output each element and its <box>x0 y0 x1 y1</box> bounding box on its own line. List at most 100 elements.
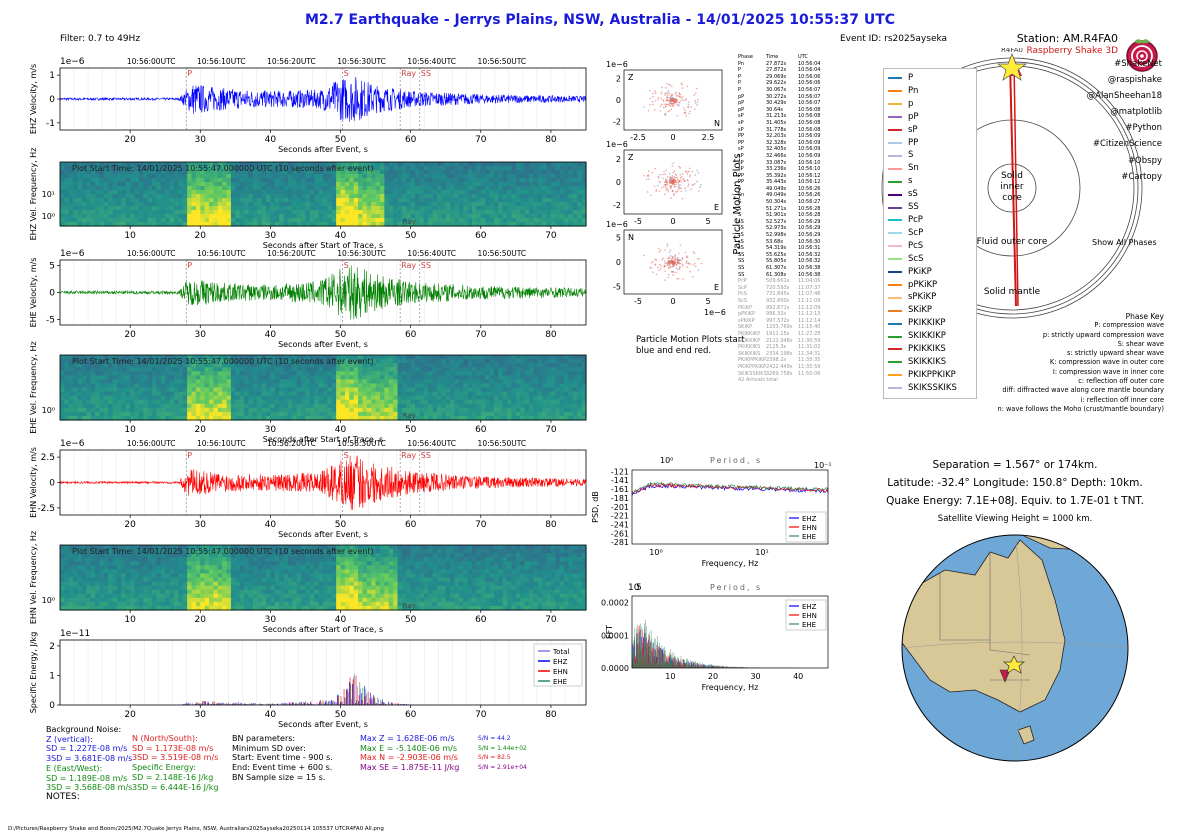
spectrogram-cell <box>160 573 166 579</box>
spectrogram-cell <box>292 569 298 575</box>
spectrogram-cell <box>349 371 355 376</box>
spectrogram-cell <box>349 399 355 405</box>
spectrogram-cell <box>515 182 521 187</box>
spectrogram-cell <box>323 206 328 211</box>
spectrogram-cell <box>165 186 171 191</box>
spectrogram-cell <box>244 403 250 409</box>
spectrogram-cell <box>472 170 478 175</box>
spectrogram-cell <box>349 210 355 215</box>
spectrogram-cell <box>581 383 587 389</box>
spectrogram-cell <box>121 399 127 405</box>
spectrogram-cell <box>257 182 263 187</box>
spectrogram-cell <box>568 379 574 385</box>
spectrogram-cell <box>568 383 574 389</box>
spectrogram-cell <box>581 170 587 175</box>
spectrogram-cell <box>458 355 464 360</box>
spectrogram-cell <box>515 359 521 364</box>
x-tick-label: 40 <box>265 135 277 145</box>
spectrogram-cell <box>99 585 105 591</box>
spectrogram-cell <box>327 218 333 223</box>
spectrogram-cell <box>314 375 320 380</box>
spectrogram-cell <box>349 162 355 167</box>
spectrogram-cell <box>77 202 83 207</box>
spectrogram-cell <box>432 379 438 385</box>
spectrogram-cell <box>108 182 114 187</box>
spectrogram-cell <box>138 549 144 554</box>
spectrogram-cell <box>393 202 399 207</box>
spectrogram-cell <box>217 557 223 562</box>
spectrogram-cell <box>410 198 416 203</box>
spectrogram-cell <box>441 170 447 175</box>
spectrogram-cell <box>239 210 245 215</box>
spectrogram-cell <box>283 174 289 179</box>
spectrogram-cell <box>572 367 578 372</box>
spectrogram-cell <box>415 391 421 397</box>
spectrogram-cell <box>95 210 101 215</box>
spectrogram-cell <box>187 569 193 575</box>
spectrogram-cell <box>222 597 228 603</box>
spectrogram-cell <box>130 359 136 364</box>
spectrogram-cell <box>314 222 320 227</box>
spectrogram-cell <box>410 387 416 393</box>
spectrogram-cell <box>397 355 403 360</box>
spectrogram-cell <box>577 210 583 215</box>
spectrogram-cell <box>388 395 394 401</box>
spectrogram-cell <box>147 166 153 171</box>
spectrogram-cell <box>463 391 469 397</box>
spectrogram-cell <box>379 174 385 179</box>
spectrogram-cell <box>99 411 105 417</box>
spectrogram-cell <box>73 403 79 409</box>
spectrogram-cell <box>472 399 478 405</box>
spectrogram-cell <box>112 553 118 558</box>
spectrogram-cell <box>296 178 302 183</box>
spectrogram-cell <box>261 553 267 558</box>
spectrogram-cell <box>86 182 92 187</box>
spectrogram-cell <box>81 178 87 183</box>
spectrogram-cell <box>160 545 166 550</box>
spectrogram-cell <box>419 415 425 421</box>
spectrogram-cell <box>213 379 219 385</box>
spectrogram-cell <box>450 387 456 393</box>
spectrogram-cell <box>507 206 513 211</box>
spectrogram-cell <box>441 371 447 376</box>
spectrogram-cell <box>515 170 521 175</box>
spectrogram-cell <box>235 379 241 385</box>
spectrogram-cell <box>195 387 201 393</box>
spectrogram-cell <box>103 202 109 207</box>
spectrogram-cell <box>191 601 197 607</box>
spectrogram-cell <box>86 383 92 389</box>
spectrogram-cell <box>257 174 263 179</box>
spectrogram-cell <box>537 355 543 360</box>
y-tick-label: 2.5 <box>41 453 55 463</box>
spectrogram-cell <box>252 557 258 562</box>
spectrogram-cell <box>213 415 219 421</box>
spectrogram-cell <box>375 190 381 195</box>
spectrogram-cell <box>401 194 407 199</box>
x-tick-label: 30 <box>195 135 207 145</box>
spectrogram-cell <box>90 363 96 368</box>
spectrogram-cell <box>60 565 65 570</box>
spectrogram-cell <box>147 210 153 215</box>
spectrogram-cell <box>235 359 241 364</box>
spectrogram-cell <box>235 186 241 191</box>
spectrogram-cell <box>344 190 350 195</box>
spectrogram-cell <box>445 415 451 421</box>
spectrogram-cell <box>169 573 175 579</box>
spectrogram-cell <box>529 395 534 401</box>
spectrogram-cell <box>73 415 79 421</box>
spectrogram-cell <box>209 577 215 583</box>
spectrogram-cell <box>572 170 578 175</box>
spectrogram-cell <box>358 363 364 368</box>
spectrogram-cell <box>169 589 175 595</box>
spectrogram-cell <box>195 557 201 562</box>
spectrogram-cell <box>358 403 364 409</box>
spectrogram-cell <box>401 218 407 223</box>
spectrogram-cell <box>248 214 254 219</box>
spectrogram-cell <box>86 415 92 421</box>
spectrogram-cell <box>450 198 456 203</box>
spectrogram-cell <box>160 375 166 380</box>
spectrogram-cell <box>195 415 201 421</box>
spectrogram-cell <box>349 202 355 207</box>
spectrogram-cell <box>213 182 219 187</box>
spectrogram-cell <box>130 601 136 607</box>
